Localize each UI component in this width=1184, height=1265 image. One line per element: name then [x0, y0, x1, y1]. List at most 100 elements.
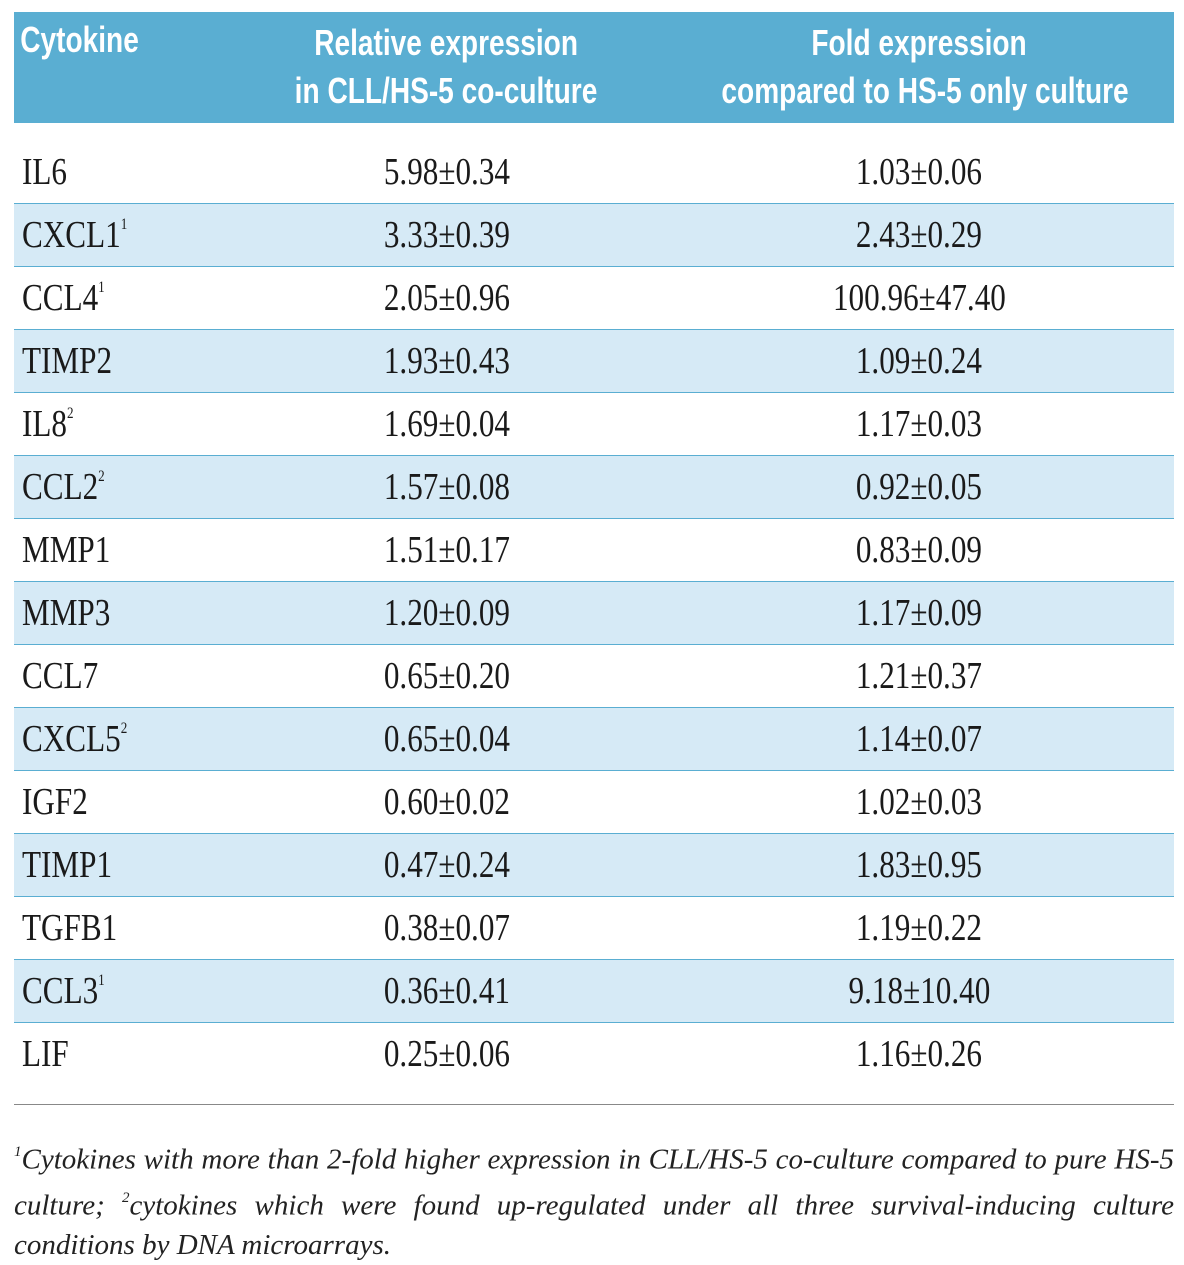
cytokine-name: IL8: [22, 403, 67, 445]
relative-expression-cell: 2.05±0.96: [229, 266, 664, 330]
cytokine-name: CCL4: [22, 277, 99, 319]
table-row: IGF2 0.60±0.02 1.02±0.03: [14, 770, 1174, 834]
fold-expression-value: 9.18±10.40: [848, 970, 990, 1012]
relative-expression-value: 3.33±0.39: [383, 214, 510, 256]
relative-expression-value: 1.51±0.17: [383, 529, 510, 571]
relative-expression-value: 1.57±0.08: [383, 466, 510, 508]
footnote-marker: 1: [98, 972, 105, 990]
cytokine-name: CCL7: [22, 655, 99, 697]
fold-expression-value: 1.21±0.37: [855, 655, 983, 697]
footnote-divider: [14, 1104, 1174, 1105]
cytokine-name-cell: CCL22: [14, 455, 229, 519]
fold-expression-cell: 1.09±0.24: [664, 329, 1174, 393]
table-header: Cytokine Relative expression in CLL/HS-5…: [14, 12, 1174, 122]
table-row: TIMP2 1.93±0.43 1.09±0.24: [14, 329, 1174, 393]
cytokine-name: CXCL5: [22, 718, 121, 760]
cytokine-name: TGFB1: [22, 907, 118, 949]
relative-expression-cell: 0.47±0.24: [229, 833, 664, 897]
relative-expression-cell: 5.98±0.34: [229, 141, 664, 204]
relative-expression-value: 2.05±0.96: [383, 277, 510, 319]
table-row: CCL41 2.05±0.96 100.96±47.40: [14, 266, 1174, 330]
cytokine-name: LIF: [22, 1033, 69, 1075]
relative-expression-value: 5.98±0.34: [383, 151, 510, 193]
footnote-marker: 2: [98, 468, 105, 486]
fold-expression-value: 0.92±0.05: [855, 466, 983, 508]
fold-expression-cell: 9.18±10.40: [664, 959, 1174, 1023]
footnote-marker: 2: [66, 405, 74, 423]
relative-expression-value: 1.20±0.09: [383, 592, 510, 634]
cytokine-name: TIMP1: [22, 844, 113, 886]
fold-expression-cell: 1.21±0.37: [664, 644, 1174, 708]
cytokine-name: MMP3: [22, 592, 111, 634]
fold-expression-cell: 0.92±0.05: [664, 455, 1174, 519]
footnote-marker: 2: [120, 720, 128, 738]
fold-expression-value: 1.16±0.26: [855, 1033, 983, 1075]
cytokine-name-cell: CCL7: [14, 644, 229, 708]
relative-expression-value: 0.25±0.06: [383, 1033, 510, 1075]
fold-expression-value: 1.02±0.03: [855, 781, 983, 823]
cytokine-name: IGF2: [22, 781, 88, 823]
cytokine-name-cell: IL6: [14, 141, 229, 204]
relative-expression-cell: 1.93±0.43: [229, 329, 664, 393]
fold-expression-cell: 1.03±0.06: [664, 141, 1174, 204]
relative-expression-cell: 1.57±0.08: [229, 455, 664, 519]
fold-expression-value: 1.19±0.22: [855, 907, 983, 949]
cytokine-name-cell: TIMP2: [14, 329, 229, 393]
table-footnote: 1Cytokines with more than 2-fold higher …: [14, 1143, 1175, 1262]
fold-expression-value: 1.17±0.09: [855, 592, 983, 634]
header-relative-expression: Relative expression in CLL/HS-5 co-cultu…: [229, 12, 664, 122]
table-body: IL6 5.98±0.34 1.03±0.06 CXCL11 3.33±0.39 2.43…: [14, 121, 1174, 1086]
header-fold-expression: Fold expression compared to HS-5 only cu…: [664, 12, 1174, 122]
fold-expression-value: 1.83±0.95: [855, 844, 983, 886]
fold-expression-cell: 1.19±0.22: [664, 896, 1174, 960]
relative-expression-cell: 0.65±0.20: [229, 644, 664, 708]
fold-expression-value: 1.03±0.06: [855, 151, 983, 193]
cytokine-table: Cytokine Relative expression in CLL/HS-5…: [14, 12, 1174, 1085]
cytokine-name: CXCL1: [22, 214, 121, 256]
table-row: CCL31 0.36±0.41 9.18±10.40: [14, 959, 1174, 1023]
fold-expression-cell: 1.16±0.26: [664, 1023, 1174, 1086]
table-row: IL6 5.98±0.34 1.03±0.06: [14, 141, 1174, 204]
fold-expression-cell: 1.14±0.07: [664, 707, 1174, 771]
relative-expression-value: 0.47±0.24: [383, 844, 510, 886]
relative-expression-cell: 0.65±0.04: [229, 707, 664, 771]
fold-expression-value: 1.17±0.03: [855, 403, 983, 445]
cytokine-name-cell: TIMP1: [14, 833, 229, 897]
fold-expression-cell: 100.96±47.40: [664, 266, 1174, 330]
relative-expression-cell: 0.25±0.06: [229, 1023, 664, 1086]
table-row: TGFB1 0.38±0.07 1.19±0.22: [14, 896, 1174, 960]
table-row: IL82 1.69±0.04 1.17±0.03: [14, 392, 1174, 456]
fold-expression-cell: 1.17±0.09: [664, 581, 1174, 645]
fold-expression-value: 0.83±0.09: [855, 529, 983, 571]
cytokine-name-cell: IGF2: [14, 770, 229, 834]
cytokine-name-cell: MMP3: [14, 581, 229, 645]
cytokine-name-cell: CCL31: [14, 959, 229, 1023]
table-row: MMP1 1.51±0.17 0.83±0.09: [14, 518, 1174, 582]
relative-expression-value: 1.93±0.43: [383, 340, 510, 382]
cytokine-name-cell: IL82: [14, 392, 229, 456]
table-row: CXCL11 3.33±0.39 2.43±0.29: [14, 203, 1174, 267]
cytokine-name-cell: CXCL52: [14, 707, 229, 771]
fold-expression-value: 1.09±0.24: [855, 340, 983, 382]
fold-expression-cell: 1.83±0.95: [664, 833, 1174, 897]
footnote-marker: 1: [98, 279, 105, 297]
cytokine-name-cell: LIF: [14, 1023, 229, 1086]
cytokine-name: CCL2: [22, 466, 99, 508]
relative-expression-cell: 3.33±0.39: [229, 203, 664, 267]
table-row: CXCL52 0.65±0.04 1.14±0.07: [14, 707, 1174, 771]
relative-expression-value: 1.69±0.04: [383, 403, 510, 445]
fold-expression-cell: 0.83±0.09: [664, 518, 1174, 582]
header-cytokine: Cytokine: [14, 12, 229, 122]
relative-expression-value: 0.65±0.20: [383, 655, 510, 697]
fold-expression-value: 1.14±0.07: [855, 718, 983, 760]
table-row: LIF 0.25±0.06 1.16±0.26: [14, 1023, 1174, 1086]
cytokine-name-cell: TGFB1: [14, 896, 229, 960]
fold-expression-cell: 1.02±0.03: [664, 770, 1174, 834]
cytokine-name-cell: CXCL11: [14, 203, 229, 267]
cytokine-table-page: Cytokine Relative expression in CLL/HS-5…: [14, 12, 1174, 1261]
relative-expression-cell: 0.60±0.02: [229, 770, 664, 834]
cytokine-name: TIMP2: [22, 340, 113, 382]
cytokine-name-cell: CCL41: [14, 266, 229, 330]
relative-expression-value: 0.36±0.41: [383, 970, 510, 1012]
relative-expression-value: 0.38±0.07: [383, 907, 510, 949]
